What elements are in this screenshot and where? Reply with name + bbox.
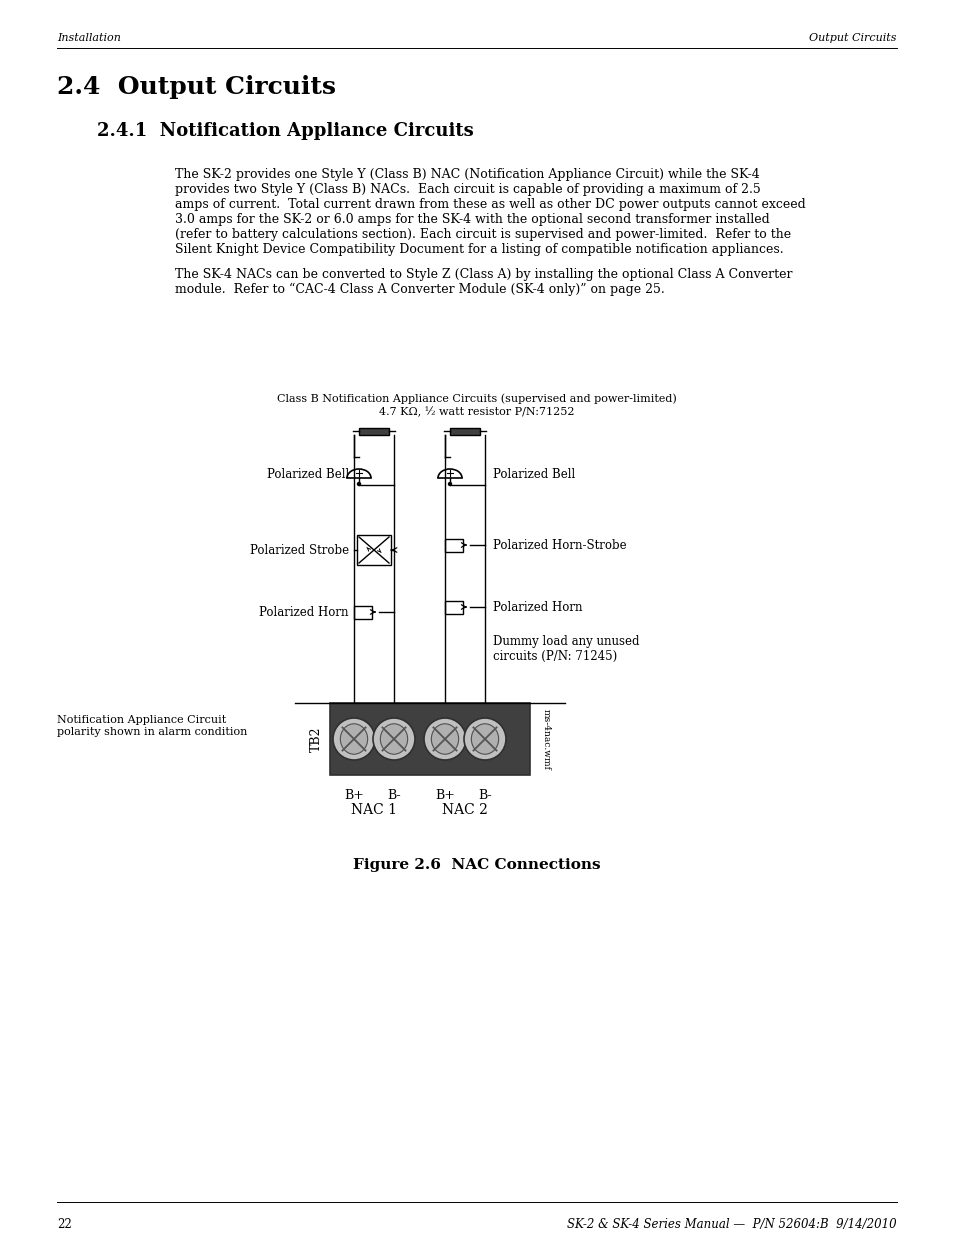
Circle shape [357, 483, 360, 485]
Text: 2.4.1  Notification Appliance Circuits: 2.4.1 Notification Appliance Circuits [97, 122, 474, 140]
Text: Installation: Installation [57, 33, 121, 43]
Bar [358, 427, 389, 435]
Ellipse shape [431, 724, 458, 755]
Text: Notification Appliance Circuit
polarity shown in alarm condition: Notification Appliance Circuit polarity … [57, 715, 247, 736]
Ellipse shape [380, 724, 407, 755]
Circle shape [373, 718, 415, 760]
Bar [444, 538, 462, 552]
Text: Silent Knight Device Compatibility Document for a listing of compatible notifica: Silent Knight Device Compatibility Docum… [174, 243, 782, 256]
Bar [444, 600, 462, 614]
Text: Polarized Horn: Polarized Horn [259, 605, 349, 619]
Text: (refer to battery calculations section). Each circuit is supervised and power-li: (refer to battery calculations section).… [174, 228, 790, 241]
Text: 3.0 amps for the SK-2 or 6.0 amps for the SK-4 with the optional second transfor: 3.0 amps for the SK-2 or 6.0 amps for th… [174, 212, 769, 226]
Ellipse shape [471, 724, 498, 755]
Text: Polarized Horn-Strobe: Polarized Horn-Strobe [493, 538, 626, 552]
Text: Polarized Strobe: Polarized Strobe [250, 543, 349, 557]
Text: Class B Notification Appliance Circuits (supervised and power-limited): Class B Notification Appliance Circuits … [276, 393, 677, 404]
Text: Dummy load any unused
circuits (P/N: 71245): Dummy load any unused circuits (P/N: 712… [493, 635, 639, 663]
Text: B+: B+ [435, 789, 455, 802]
Text: B-: B- [387, 789, 400, 802]
Text: Polarized Bell: Polarized Bell [493, 468, 575, 480]
Text: 4.7 KΩ, ½ watt resistor P/N:71252: 4.7 KΩ, ½ watt resistor P/N:71252 [379, 408, 574, 417]
Text: Polarized Bell: Polarized Bell [267, 468, 349, 480]
Bar [356, 535, 391, 564]
Text: NAC 2: NAC 2 [441, 803, 487, 818]
Text: 2.4  Output Circuits: 2.4 Output Circuits [57, 75, 335, 99]
Circle shape [423, 718, 465, 760]
Text: Output Circuits: Output Circuits [809, 33, 896, 43]
Ellipse shape [340, 724, 367, 755]
Circle shape [333, 718, 375, 760]
Text: B+: B+ [344, 789, 363, 802]
Bar [450, 427, 479, 435]
Text: B-: B- [477, 789, 492, 802]
Text: Polarized Horn: Polarized Horn [493, 600, 582, 614]
Text: SK-2 & SK-4 Series Manual —  P/N 52604:B  9/14/2010: SK-2 & SK-4 Series Manual — P/N 52604:B … [567, 1218, 896, 1231]
Text: NAC 1: NAC 1 [351, 803, 396, 818]
Text: module.  Refer to “CAC-4 Class A Converter Module (SK-4 only)” on page 25.: module. Refer to “CAC-4 Class A Converte… [174, 283, 664, 296]
Text: 22: 22 [57, 1218, 71, 1231]
Text: The SK-4 NACs can be converted to Style Z (Class A) by installing the optional C: The SK-4 NACs can be converted to Style … [174, 268, 792, 282]
Text: The SK-2 provides one Style Y (Class B) NAC (Notification Appliance Circuit) whi: The SK-2 provides one Style Y (Class B) … [174, 168, 759, 182]
Bar [354, 605, 372, 619]
Text: Figure 2.6  NAC Connections: Figure 2.6 NAC Connections [353, 858, 600, 872]
Text: provides two Style Y (Class B) NACs.  Each circuit is capable of providing a max: provides two Style Y (Class B) NACs. Eac… [174, 183, 760, 196]
Circle shape [448, 483, 451, 485]
Text: amps of current.  Total current drawn from these as well as other DC power outpu: amps of current. Total current drawn fro… [174, 198, 805, 211]
Text: TB2: TB2 [309, 726, 322, 752]
Bar [330, 703, 530, 776]
Text: ms-4nac.wmf: ms-4nac.wmf [541, 709, 550, 769]
Circle shape [463, 718, 505, 760]
